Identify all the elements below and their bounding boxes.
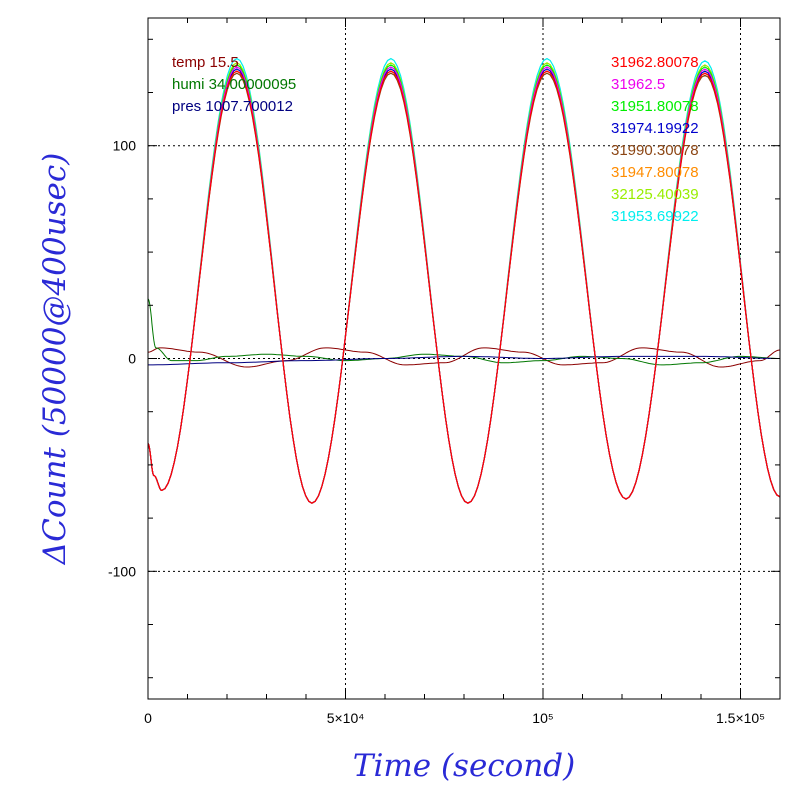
y-axis-label: ΔCount (50000@400usec) [37,153,73,566]
x-tick-label: 10⁵ [532,710,553,726]
y-tick-label: -100 [108,563,136,579]
tick-labels: 0 5×10⁴ 10⁵ 1.5×10⁵ 100 0 -100 [108,138,765,726]
x-axis-label: Time (second) [353,748,575,784]
legend-entry: 31962.80078 [611,54,699,71]
x-tick-label: 0 [144,710,152,726]
legend-entry: 31951.80078 [611,98,699,115]
legend-entry: 31962.5 [611,76,665,93]
y-tick-label: 0 [128,351,136,367]
x-tick-label: 1.5×10⁵ [716,710,765,726]
ticks [148,18,780,699]
legend-entry: 31974.19922 [611,120,699,137]
legend-entry: 31990.30078 [611,142,699,159]
legend: temp 15.5 humi 34.00000095 pres 1007.70001… [172,54,699,225]
series-line [147,298,780,366]
series-line [148,347,781,368]
series-line [147,70,781,504]
legend-entry: 31947.80078 [611,164,699,181]
legend-entry: 32125.40039 [611,186,699,203]
legend-entry: 31953.69922 [611,208,699,225]
y-tick-label: 100 [113,138,137,154]
series-layer [147,57,781,504]
legend-entry: humi 34.00000095 [172,76,296,93]
series-line [148,355,780,366]
legend-entry: pres 1007.700012 [172,98,293,115]
legend-entry: temp 15.5 [172,54,239,71]
x-tick-label: 5×10⁴ [327,710,365,726]
